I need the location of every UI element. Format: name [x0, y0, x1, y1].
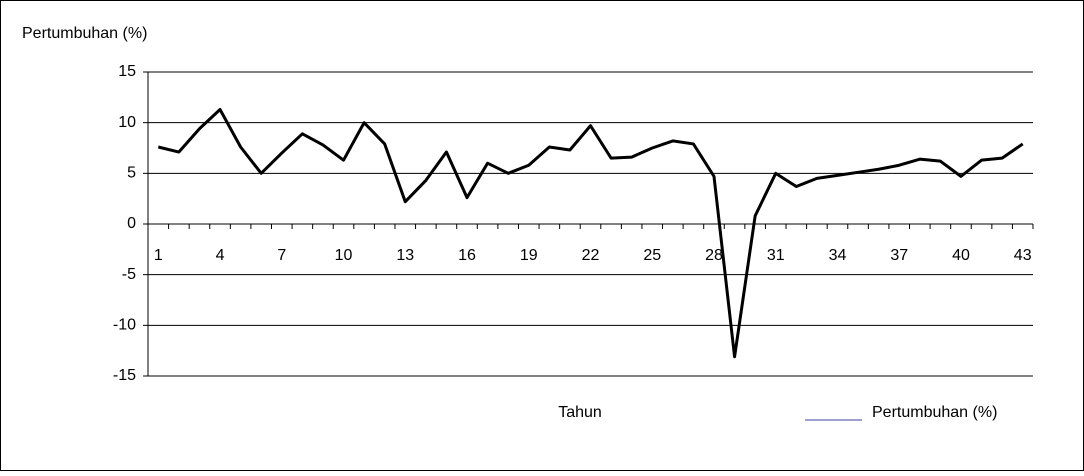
y-tick-label: 15	[118, 63, 136, 80]
y-tick-label: -15	[113, 367, 136, 384]
y-tick-label: -10	[113, 317, 136, 334]
y-tick-label: 10	[118, 114, 136, 131]
x-tick-label: 10	[335, 247, 353, 264]
x-tick-label: 40	[952, 247, 970, 264]
x-tick-label: 13	[396, 247, 414, 264]
x-tick-label: 1	[154, 247, 163, 264]
x-tick-label: 16	[458, 247, 476, 264]
x-tick-label: 22	[582, 247, 600, 264]
x-tick-label: 7	[277, 247, 286, 264]
x-tick-label: 25	[643, 247, 661, 264]
x-tick-label: 4	[216, 247, 225, 264]
x-tick-label: 31	[767, 247, 785, 264]
x-tick-label: 28	[705, 247, 723, 264]
x-tick-label: 37	[890, 247, 908, 264]
y-tick-label: -5	[122, 266, 136, 283]
x-tick-label: 19	[520, 247, 538, 264]
y-tick-label: 0	[127, 215, 136, 232]
y-axis-title: Pertumbuhan (%)	[22, 25, 147, 42]
x-tick-label: 43	[1014, 247, 1032, 264]
y-tick-label: 5	[127, 165, 136, 182]
x-tick-label: 34	[829, 247, 847, 264]
x-axis-title: Tahun	[558, 404, 602, 421]
data-line	[157, 107, 1024, 359]
legend-label: Pertumbuhan (%)	[872, 404, 997, 421]
